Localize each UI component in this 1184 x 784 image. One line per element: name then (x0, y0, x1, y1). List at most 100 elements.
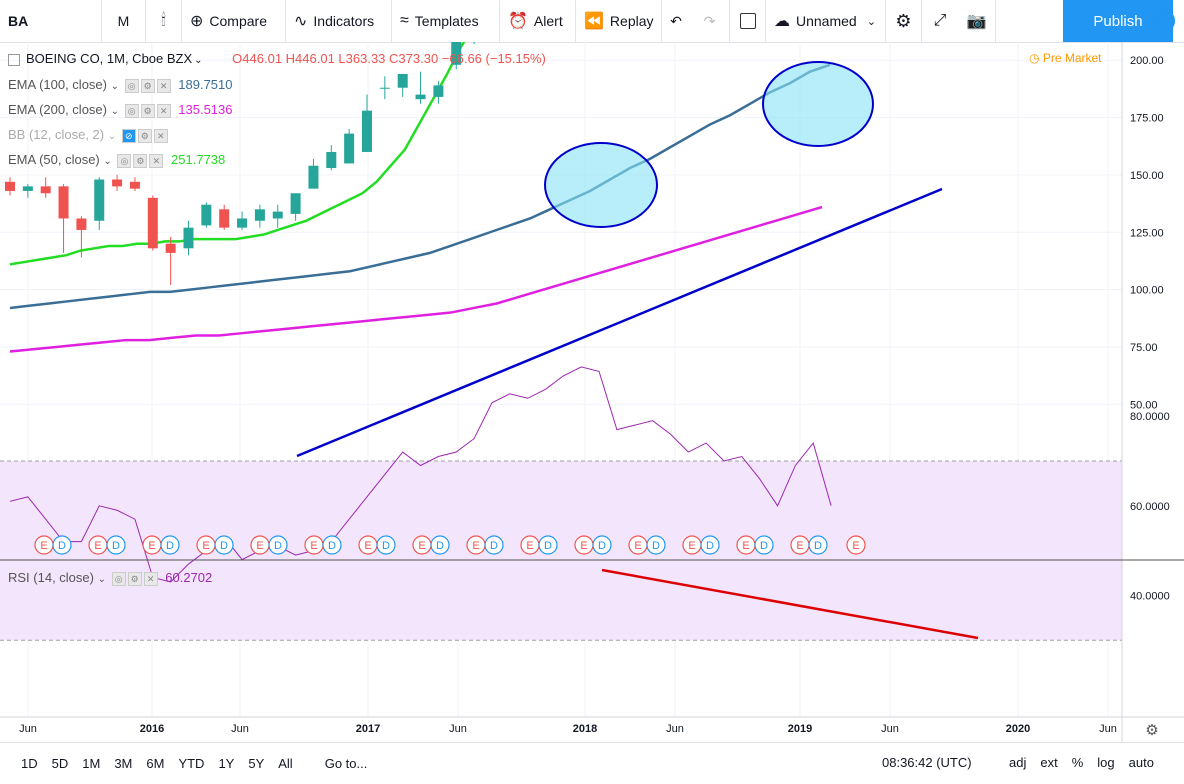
range-button-1m[interactable]: 1M (82, 756, 101, 771)
templates-button[interactable]: ≈ Templates (392, 0, 500, 42)
candles[interactable] (5, 42, 836, 286)
gear-icon[interactable]: ⚙ (133, 153, 148, 168)
indicators-button[interactable]: ∿ Indicators (286, 0, 392, 42)
ema100-legend[interactable]: EMA (100, close) ⌄ ◎ ⚙ ✕ 189.7510 (8, 77, 233, 93)
alert-button[interactable]: ⏰ Alert (500, 0, 576, 42)
candle[interactable] (76, 216, 87, 258)
candle[interactable] (290, 193, 301, 221)
candle[interactable] (415, 71, 426, 104)
earnings-marker[interactable]: E (846, 535, 866, 555)
candle[interactable] (469, 42, 479, 45)
interval-button[interactable]: M (102, 0, 146, 42)
close-icon[interactable]: ✕ (153, 128, 168, 143)
candle[interactable] (451, 42, 462, 70)
close-icon[interactable]: ✕ (156, 103, 171, 118)
close-icon[interactable]: ✕ (156, 78, 171, 93)
candle[interactable] (5, 177, 15, 196)
eye-icon[interactable]: ◎ (124, 103, 139, 118)
layout-menu[interactable]: ☁ Unnamed ⌄ (766, 0, 886, 42)
scale-option-auto[interactable]: auto (1128, 755, 1154, 770)
range-button-3m[interactable]: 3M (114, 756, 133, 771)
compare-button[interactable]: ⊕ Compare (182, 0, 286, 42)
settings-button[interactable]: ⚙ (886, 0, 922, 42)
gear-icon[interactable]: ⚙ (140, 103, 155, 118)
candle[interactable] (94, 177, 105, 230)
chevron-down-icon[interactable]: ⌄ (194, 55, 203, 66)
candle[interactable] (40, 177, 51, 198)
range-button-all[interactable]: All (278, 756, 293, 771)
scale-option-adj[interactable]: adj (1009, 755, 1027, 770)
ema50-legend[interactable]: EMA (50, close) ⌄ ◎ ⚙ ✕ 251.7738 (8, 152, 225, 168)
premarket-badge[interactable]: ◷ Pre Market (1029, 51, 1102, 65)
candle[interactable] (201, 202, 212, 228)
range-button-6m[interactable]: 6M (146, 756, 165, 771)
eye-icon[interactable]: ◎ (124, 78, 139, 93)
close-icon[interactable]: ✕ (143, 571, 158, 586)
candle[interactable] (147, 195, 158, 251)
clock-time[interactable]: 08:36:42 (UTC) (882, 755, 972, 770)
candle[interactable] (129, 177, 140, 191)
range-button-5y[interactable]: 5Y (248, 756, 265, 771)
eye-icon[interactable]: ◎ (117, 153, 132, 168)
snapshot-button[interactable]: 📷 (958, 0, 996, 42)
chart-canvas[interactable]: 50.00 75.00 100.00 125.00 150.00 175.00 200.00… (0, 42, 1184, 742)
candle[interactable] (112, 174, 123, 191)
range-button-ytd[interactable]: YTD (178, 756, 205, 771)
candle[interactable] (183, 220, 194, 256)
play-button[interactable]: ▶ (1141, 0, 1184, 42)
candle[interactable] (433, 80, 444, 104)
replay-button[interactable]: ⏪ Replay (576, 0, 662, 42)
fullscreen-button[interactable]: ⤢ (922, 0, 958, 42)
eye-hidden-icon[interactable]: ⊘ (121, 128, 136, 143)
candle[interactable] (272, 204, 283, 228)
range-button-5d[interactable]: 5D (51, 756, 69, 771)
candle[interactable] (326, 145, 337, 171)
candle[interactable] (165, 236, 176, 286)
candle[interactable] (308, 158, 319, 189)
goto-button[interactable]: Go to... (318, 756, 375, 771)
gear-icon[interactable]: ⚙ (140, 78, 155, 93)
redo-button[interactable]: ↷ (690, 0, 730, 42)
collapse-icon[interactable] (8, 53, 20, 66)
scale-option-ext[interactable]: ext (1040, 755, 1058, 770)
close-icon[interactable]: ✕ (149, 153, 164, 168)
candle[interactable] (344, 129, 355, 164)
candle[interactable] (237, 211, 248, 230)
candle[interactable] (22, 184, 33, 198)
candle[interactable] (219, 204, 230, 230)
ema200-legend[interactable]: EMA (200, close) ⌄ ◎ ⚙ ✕ 135.5136 (8, 102, 233, 118)
gear-icon[interactable]: ⚙ (127, 571, 142, 586)
scale-option-log[interactable]: log (1097, 755, 1115, 770)
fullscreen-toggle-button[interactable] (730, 0, 766, 42)
chart-style-button[interactable]: 🕯 (146, 0, 182, 42)
candle[interactable] (362, 94, 372, 152)
bb-legend[interactable]: BB (12, close, 2) ⌄ ⊘ ⚙ ✕ (8, 127, 168, 143)
candle[interactable] (397, 73, 408, 97)
range-button-1y[interactable]: 1Y (218, 756, 235, 771)
symbol-search[interactable]: BA (0, 0, 102, 42)
candle[interactable] (254, 204, 265, 228)
candle[interactable] (58, 184, 69, 253)
candle[interactable] (379, 76, 390, 100)
undo-button[interactable]: ↶ (662, 0, 690, 42)
rsi-legend[interactable]: RSI (14, close) ⌄ ◎ ⚙ ✕ 60.2702 (8, 570, 212, 586)
eye-icon[interactable]: ◎ (111, 571, 126, 586)
range-button-1d[interactable]: 1D (21, 756, 38, 771)
scale-option-percent[interactable]: % (1071, 755, 1084, 770)
